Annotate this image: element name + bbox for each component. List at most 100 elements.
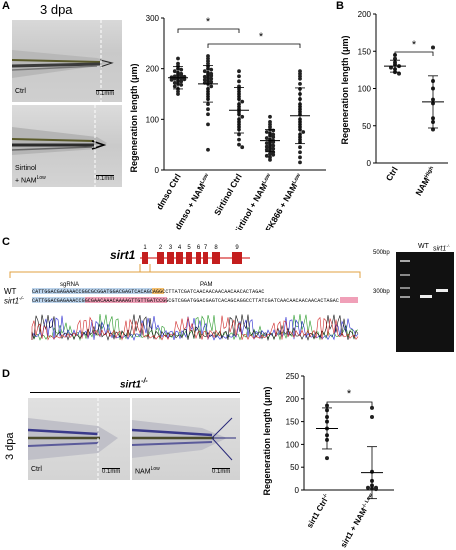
exon-box <box>186 252 192 264</box>
data-point <box>298 155 302 160</box>
mutant-label: sirt1-/- <box>4 296 24 306</box>
micrograph-ctrl: Ctrl 0.1mm <box>12 20 122 102</box>
data-point <box>393 56 397 61</box>
data-point <box>209 79 214 84</box>
x-label-main: sirt1 + NAM <box>339 506 369 549</box>
panel-a-chart: Regeneration length (μm) 0 100 200 300 dmso… <box>129 14 326 230</box>
y-tick-label: 150 <box>286 418 300 427</box>
sgrna-highlight <box>32 288 152 294</box>
data-point <box>325 456 329 461</box>
data-point <box>298 150 302 155</box>
panel-d-chart: Regeneration length (μm) 0 50 100 150 200 250… <box>262 372 394 549</box>
x-label-sup: Low <box>261 172 272 185</box>
gel-image <box>396 252 454 352</box>
data-point <box>237 69 241 74</box>
x-tick-text: Ctrl <box>384 165 400 183</box>
gel-marker-300: 300bp <box>373 289 390 295</box>
pam-label: PAM <box>200 282 213 288</box>
data-point <box>271 143 276 148</box>
zoom-bracket <box>9 271 361 278</box>
scale-bar: 0.1mm <box>96 90 115 97</box>
x-tick-label: dmso Ctrl <box>154 172 182 211</box>
insertion-highlight <box>85 297 167 303</box>
y-tick-label: 50 <box>362 122 371 131</box>
x-tick-text: FK866 + NAMLow <box>263 171 305 230</box>
data-point <box>264 141 269 146</box>
ladder-band <box>400 260 410 262</box>
exon-number: 6 <box>197 245 201 251</box>
data-point <box>370 415 374 420</box>
gel-lane-mutant: sirt1-/- <box>433 243 451 253</box>
genotype-title: sirt1-/- <box>120 378 148 391</box>
dpa-side-label: 3 dpa <box>4 432 16 460</box>
data-point <box>169 77 174 82</box>
micrograph-sirt1-nam: NAMLow 0.1mm <box>132 398 240 480</box>
data-point <box>431 45 435 50</box>
data-point <box>206 107 210 112</box>
data-point <box>172 80 177 85</box>
x-tick-text: Sirtinol Ctrl <box>212 172 244 217</box>
y-tick-label: 200 <box>286 395 300 404</box>
data-point <box>206 112 210 117</box>
data-point <box>176 56 180 61</box>
exon-number: 3 <box>169 245 173 251</box>
significance-star: * <box>347 388 352 400</box>
significance-star: * <box>259 31 264 43</box>
exon-box <box>142 252 148 264</box>
y-tick-label: 200 <box>358 10 372 19</box>
data-point <box>370 405 374 410</box>
data-point <box>240 114 245 119</box>
data-point <box>264 147 269 152</box>
data-point <box>301 130 306 134</box>
x-tick-label: sirt1 Ctrl-/- <box>305 492 329 529</box>
exon-box <box>203 252 208 264</box>
scale-bar: 0.1mm <box>212 468 231 475</box>
x-label-main: Ctrl <box>384 165 400 183</box>
data-point <box>237 79 241 84</box>
data-point <box>271 146 276 151</box>
exon-box <box>232 252 242 264</box>
mutant-sequence: CATTGGACGAGAAACCGGCGAACAAACAAAAGTTGTTGAT… <box>32 298 339 304</box>
x-label-sup: Low <box>291 172 302 185</box>
genotype-line <box>30 392 240 393</box>
data-point <box>176 92 180 96</box>
x-tick-label: FK866 + NAMLow <box>263 171 305 230</box>
data-point <box>397 71 401 76</box>
exon-number: 5 <box>187 245 191 251</box>
data-point <box>268 151 272 156</box>
data-point <box>271 135 276 139</box>
data-point <box>374 487 378 492</box>
data-point <box>209 84 214 89</box>
chromatogram-trace <box>31 315 359 341</box>
significance-star: * <box>412 39 417 51</box>
data-point <box>298 76 302 81</box>
panel-c-letter: C <box>2 236 10 248</box>
fin-drawing-ctrl <box>12 20 114 102</box>
data-point <box>264 144 269 149</box>
exon-box <box>176 252 183 264</box>
data-point <box>431 127 435 132</box>
exon-box <box>196 252 201 264</box>
data-point <box>264 136 269 140</box>
exon-box <box>157 252 164 264</box>
chromatogram-trace <box>31 315 359 341</box>
chromatogram <box>31 313 359 342</box>
ladder-band <box>400 287 410 289</box>
data-point <box>237 74 241 79</box>
x-tick-text: NAMHigh <box>413 164 438 197</box>
y-tick-label: 0 <box>295 486 300 495</box>
x-tick-label: NAMHigh <box>413 164 438 197</box>
scale-bar: 0.1mm <box>102 468 121 475</box>
y-axis-label: Regeneration length (μm) <box>129 63 139 172</box>
gene-name: sirt1 <box>110 248 136 262</box>
data-point <box>206 122 210 127</box>
panel-b-chart: Regeneration length (μm) 0 50 100 150 200 Ct… <box>340 10 448 197</box>
panel-d-letter: D <box>2 368 10 380</box>
y-tick-label: 0 <box>155 166 160 175</box>
panel-a-letter: A <box>2 0 10 12</box>
data-point <box>237 142 241 147</box>
data-point <box>298 160 302 165</box>
x-label-sup: -/- Low <box>361 492 374 509</box>
significance-bracket <box>207 43 301 48</box>
mutant-band <box>436 289 448 292</box>
